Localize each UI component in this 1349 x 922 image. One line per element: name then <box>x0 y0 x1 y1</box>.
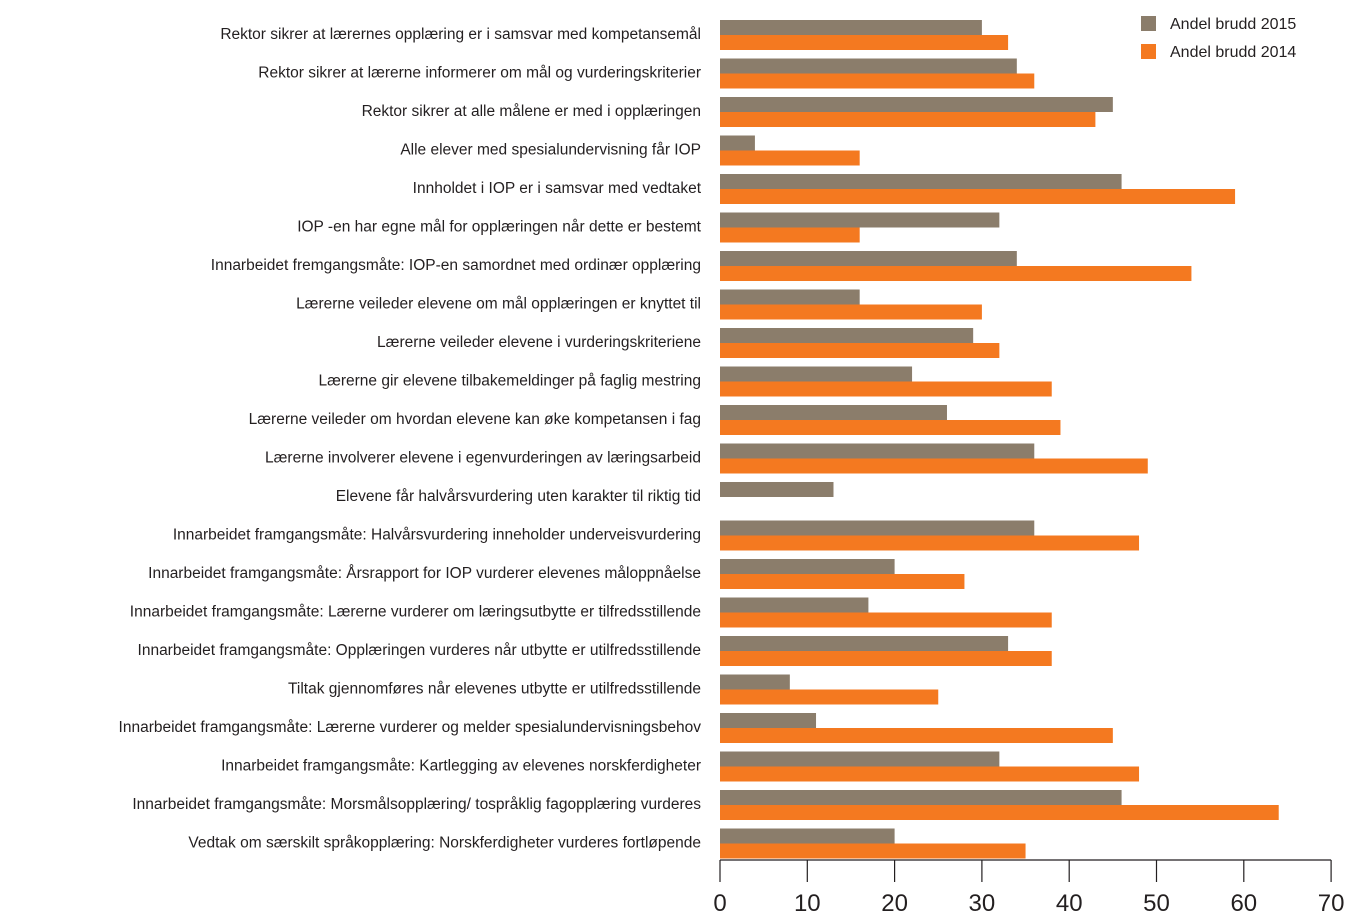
bar-2015 <box>720 674 790 690</box>
bar-2014 <box>720 805 1279 820</box>
bar-2014 <box>720 689 939 705</box>
category-labels: Rektor sikrer at lærernes opplæring er i… <box>119 26 702 852</box>
category-label: Innarbeidet framgangsmåte: Morsmålsopplæ… <box>132 796 701 813</box>
bar-2014 <box>720 843 1026 859</box>
legend-swatch <box>1141 16 1156 31</box>
bar-2015 <box>720 58 1017 74</box>
bar-2015 <box>720 97 1113 112</box>
category-label: Vedtak om særskilt språkopplæring: Norsk… <box>188 835 701 852</box>
x-tick-label: 40 <box>1056 890 1083 917</box>
bar-2014 <box>720 458 1148 474</box>
bar-2015 <box>720 713 817 728</box>
category-label: Rektor sikrer at lærerne informerer om m… <box>258 65 701 82</box>
legend-label: Andel brudd 2014 <box>1170 44 1296 61</box>
bar-2015 <box>720 482 834 497</box>
x-tick-label: 30 <box>969 890 996 917</box>
bar-2014 <box>720 304 982 320</box>
bar-2014 <box>720 73 1035 89</box>
bar-2015 <box>720 328 974 343</box>
bar-2015 <box>720 251 1017 266</box>
bar-2015 <box>720 135 755 151</box>
bar-2015 <box>720 405 947 420</box>
category-label: Innarbeidet framgangsmåte: Kartlegging a… <box>221 758 701 775</box>
bar-2014 <box>720 766 1140 782</box>
category-label: IOP -en har egne mål for opplæringen når… <box>297 219 701 236</box>
bar-2014 <box>720 343 1000 358</box>
bar-2014 <box>720 651 1052 666</box>
bar-2014 <box>720 612 1052 628</box>
bar-2014 <box>720 112 1096 127</box>
bar-2014 <box>720 420 1061 435</box>
x-tick-label: 0 <box>713 890 726 917</box>
bar-2015 <box>720 289 860 305</box>
bar-2014 <box>720 266 1192 281</box>
x-tick-label: 20 <box>881 890 908 917</box>
x-tick-label: 10 <box>794 890 821 917</box>
category-label: Innholdet i IOP er i samsvar med vedtake… <box>413 180 702 197</box>
x-tick-label: 60 <box>1230 890 1257 917</box>
category-label: Lærerne gir elevene tilbakemeldinger på … <box>318 373 701 390</box>
bar-2014 <box>720 535 1140 551</box>
category-label: Innarbeidet framgangsmåte: Årsrapport fo… <box>148 565 701 582</box>
bar-2014 <box>720 227 860 243</box>
bar-2014 <box>720 381 1052 397</box>
bar-2015 <box>720 443 1035 459</box>
legend-swatch <box>1141 44 1156 59</box>
x-tick-label: 50 <box>1143 890 1170 917</box>
bar-2014 <box>720 189 1236 204</box>
category-label: Innarbeidet framgangsmåte: Lærerne vurde… <box>130 604 701 621</box>
category-label: Lærerne veileder om hvordan elevene kan … <box>249 411 701 428</box>
category-label: Tiltak gjennomføres når elevenes utbytte… <box>288 681 701 698</box>
bar-2015 <box>720 597 869 613</box>
category-label: Innarbeidet framgangsmåte: Lærerne vurde… <box>119 719 702 736</box>
category-label: Lærerne veileder elevene i vurderingskri… <box>377 334 701 351</box>
bar-2015 <box>720 520 1035 536</box>
bar-2015 <box>720 636 1009 651</box>
bar-2015 <box>720 212 1000 228</box>
category-label: Elevene får halvårsvurdering uten karakt… <box>336 488 701 505</box>
legend: Andel brudd 2015 Andel brudd 2014 <box>1141 16 1296 61</box>
category-label: Lærerne involverer elevene i egenvurderi… <box>265 450 701 467</box>
category-label: Innarbeidet framgangsmåte: Halvårsvurder… <box>173 527 701 544</box>
legend-label: Andel brudd 2015 <box>1170 16 1296 33</box>
bar-2015 <box>720 366 913 382</box>
bar-2015 <box>720 751 1000 767</box>
x-axis: 0 10 20 30 40 50 60 70 <box>713 859 1345 917</box>
category-label: Innarbeidet fremgangsmåte: IOP-en samord… <box>211 257 701 274</box>
x-tick-label: 70 <box>1318 890 1345 917</box>
category-label: Alle elever med spesialundervisning får … <box>400 142 701 159</box>
bar-2014 <box>720 35 1009 50</box>
bar-2015 <box>720 559 895 574</box>
bar-2015 <box>720 790 1122 805</box>
bar-2015 <box>720 828 895 844</box>
bar-2015 <box>720 174 1122 189</box>
category-label: Rektor sikrer at alle målene er med i op… <box>362 103 701 120</box>
bar-2015 <box>720 20 982 35</box>
bars <box>720 20 1279 859</box>
category-label: Lærerne veileder elevene om mål opplærin… <box>296 296 701 313</box>
bar-2014 <box>720 574 965 589</box>
bar-2014 <box>720 150 860 166</box>
category-label: Rektor sikrer at lærernes opplæring er i… <box>220 26 701 43</box>
category-label: Innarbeidet framgangsmåte: Opplæringen v… <box>138 642 701 659</box>
bar-2014 <box>720 728 1113 743</box>
